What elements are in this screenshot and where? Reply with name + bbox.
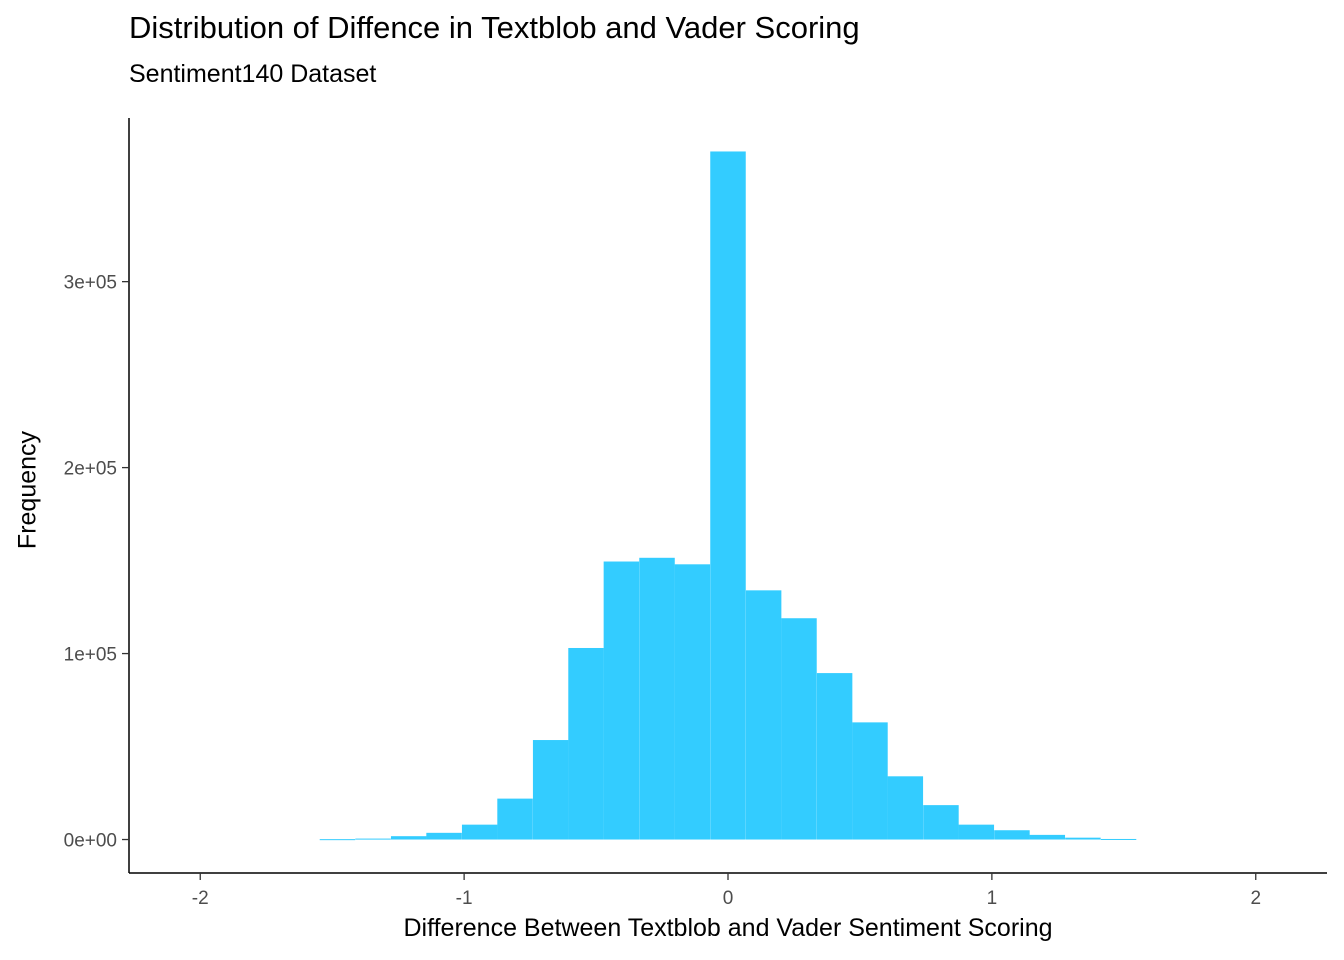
histogram-bar — [639, 557, 675, 840]
histogram-bar — [568, 647, 604, 840]
histogram-bar — [781, 618, 817, 840]
y-tick-label: 0e+00 — [64, 831, 117, 852]
histogram-bar — [1100, 838, 1137, 840]
chart-title: Distribution of Diffence in Textblob and… — [129, 10, 860, 45]
histogram-bar — [532, 740, 569, 840]
histogram-bar — [497, 798, 533, 840]
y-tick-label: 3e+05 — [64, 273, 117, 294]
histogram-bar — [745, 590, 782, 840]
histogram-bar — [461, 824, 498, 840]
histogram-bar — [319, 839, 356, 841]
histogram-bar — [355, 838, 391, 840]
histogram-bar — [603, 561, 640, 840]
y-tick-label: 2e+05 — [64, 459, 117, 480]
x-axis-label: Difference Between Textblob and Vader Se… — [403, 914, 1053, 942]
histogram-bar — [923, 805, 959, 840]
chart-subtitle: Sentiment140 Dataset — [129, 60, 377, 88]
histogram-bar — [994, 830, 1030, 840]
axes: -2 -1 0 1 2 0e+00 1e+05 2e+05 3e+05 — [64, 118, 1327, 909]
histogram-bar — [958, 824, 995, 840]
x-tick-label: -2 — [192, 888, 209, 909]
x-tick-label: -1 — [456, 888, 473, 909]
histogram-bar — [1029, 834, 1066, 840]
histogram-bar — [426, 832, 462, 840]
histogram-bar — [674, 564, 711, 840]
histogram-bar — [1065, 837, 1101, 840]
histogram-bar — [390, 836, 427, 840]
x-tick-label: 2 — [1250, 888, 1261, 909]
histogram-bars — [319, 151, 1137, 841]
y-tick-label: 1e+05 — [64, 645, 117, 666]
x-tick-label: 1 — [987, 888, 998, 909]
histogram-bar — [816, 673, 853, 840]
histogram-bar — [852, 722, 888, 840]
histogram-bar — [710, 151, 746, 840]
histogram-bar — [887, 776, 924, 840]
x-tick-label: 0 — [723, 888, 734, 909]
